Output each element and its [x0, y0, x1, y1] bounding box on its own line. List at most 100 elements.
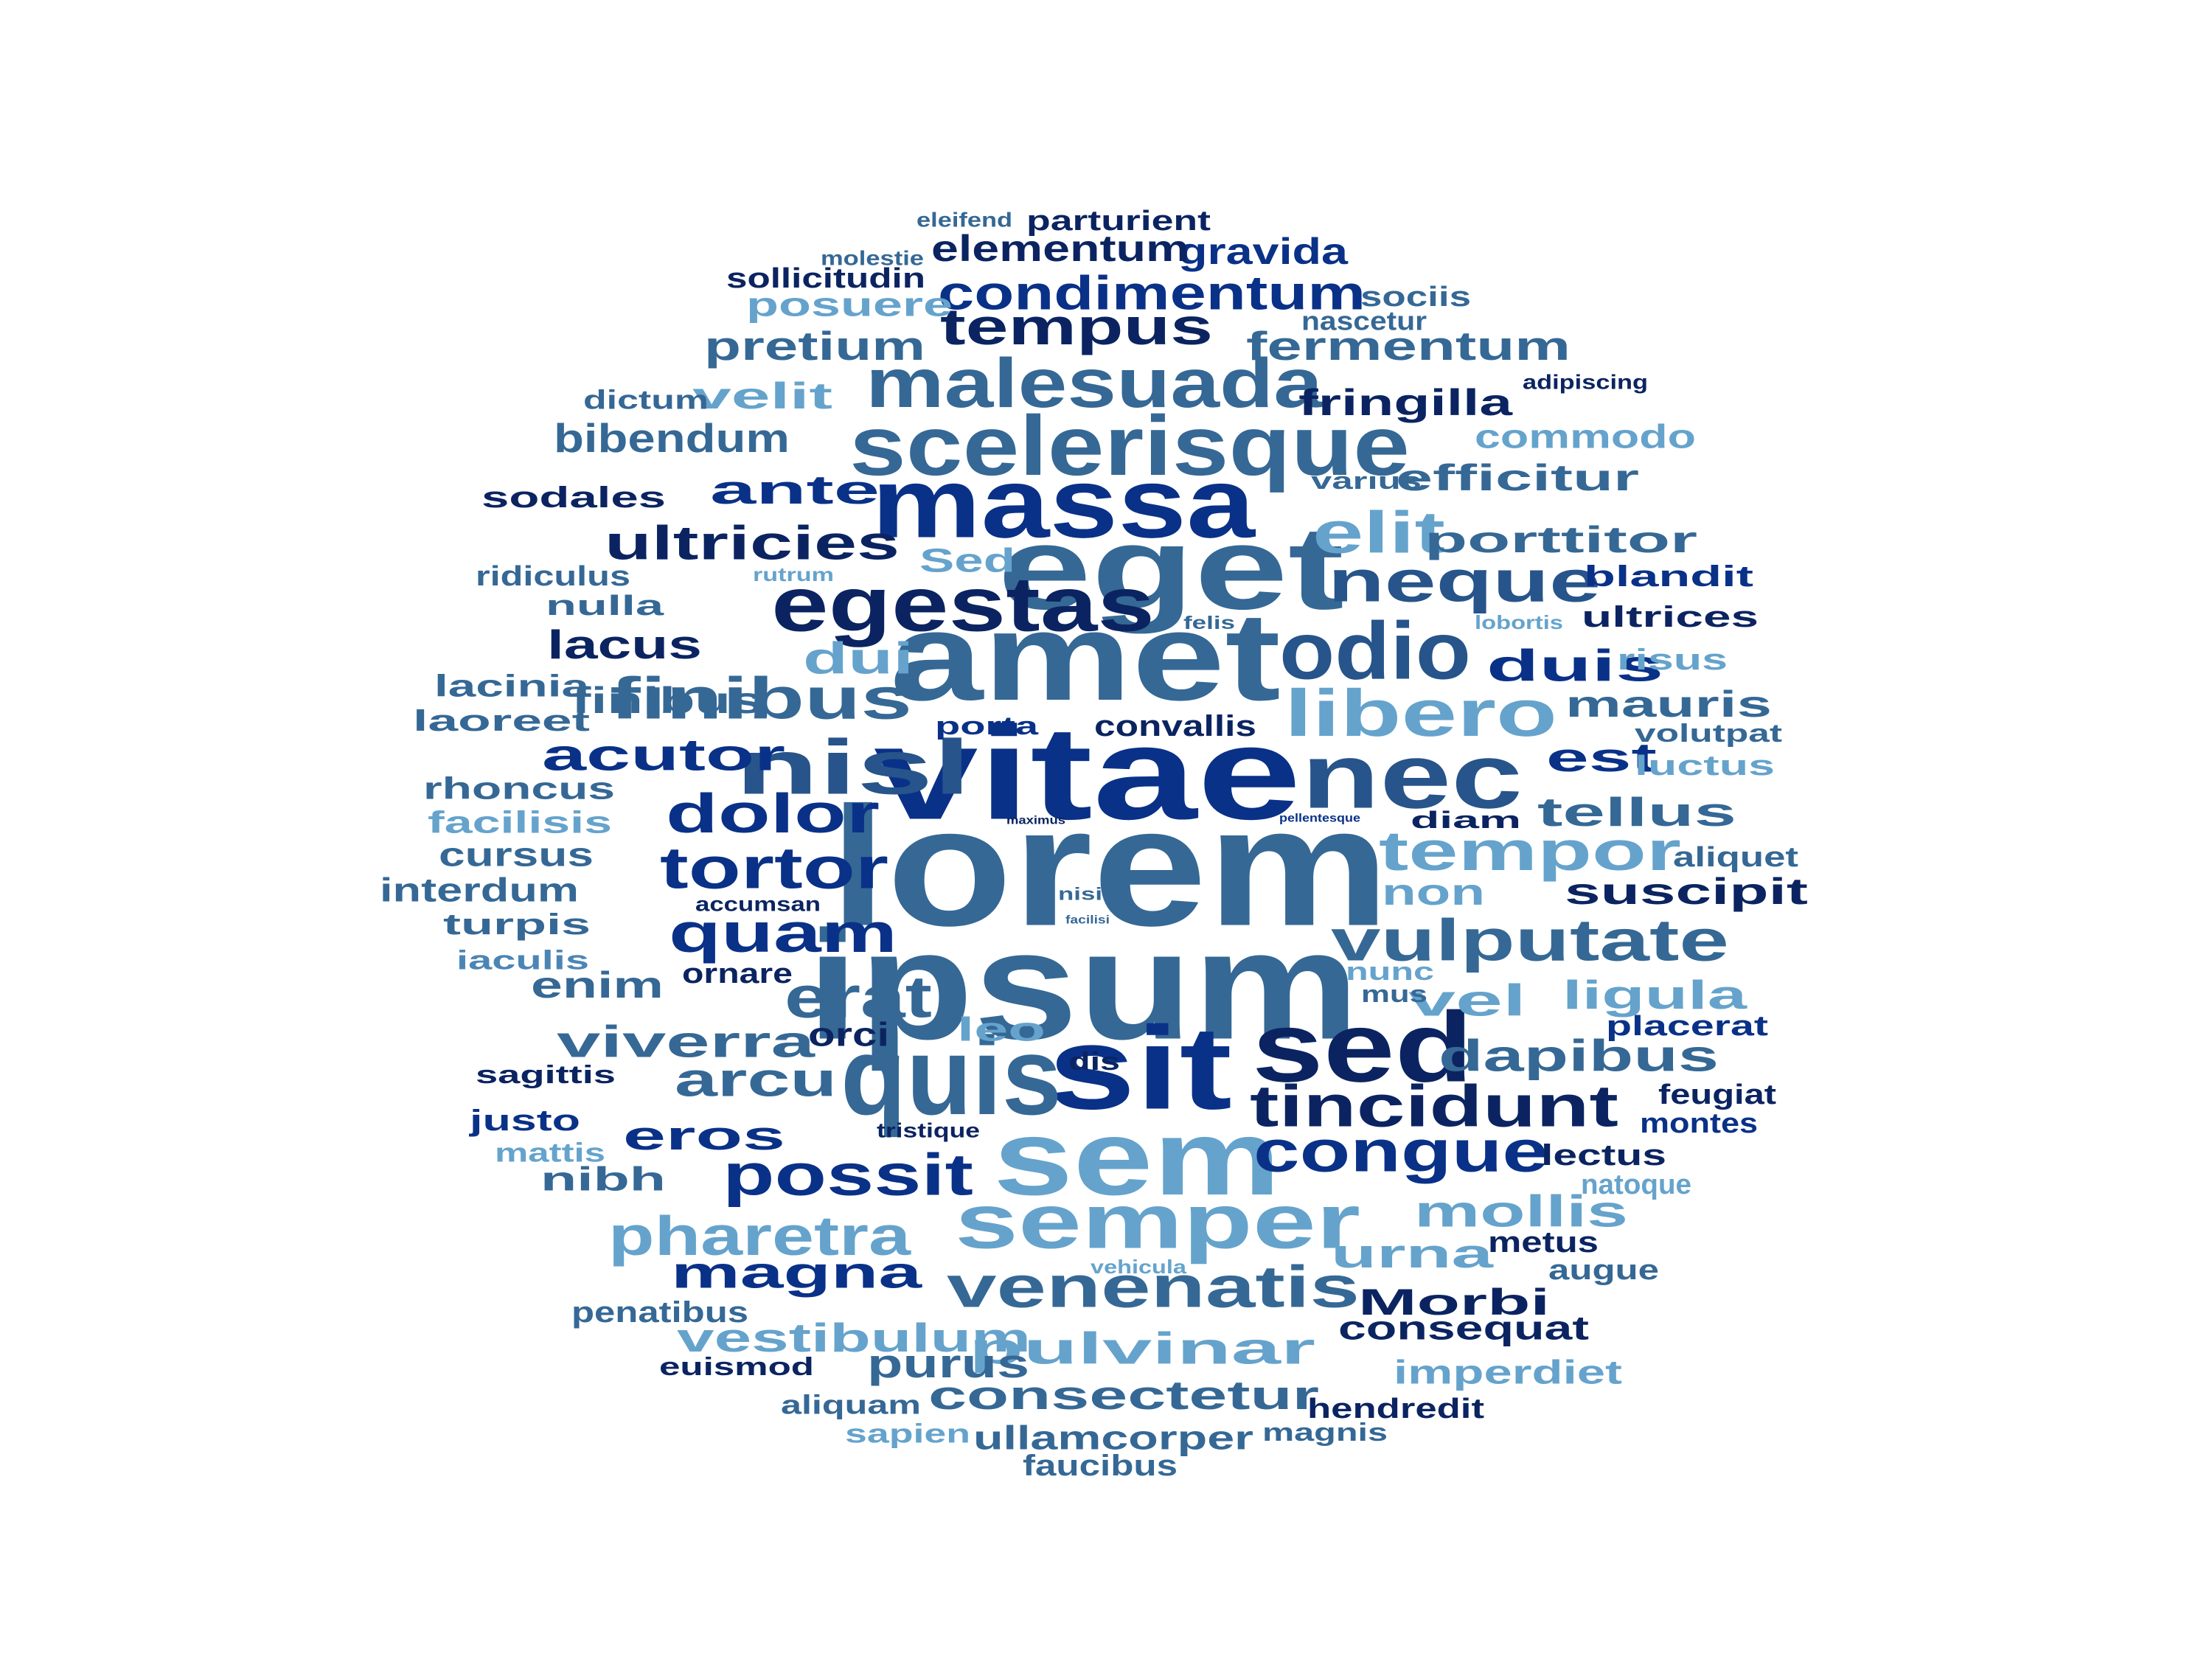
word-40: pulvinar — [969, 1324, 1315, 1374]
word-127: molestie — [821, 247, 924, 270]
word-29: erat — [785, 964, 932, 1030]
word-78: sodales — [481, 481, 666, 514]
word-70: leo — [957, 1011, 1046, 1048]
word-74: imperdiet — [1394, 1354, 1622, 1391]
word-91: turpis — [443, 908, 591, 941]
word-28: quam — [669, 902, 897, 964]
word-103: sollicitudin — [726, 263, 925, 294]
word-83: blandit — [1584, 560, 1753, 593]
word-132: felis — [1183, 613, 1235, 633]
word-89: laoreet — [413, 705, 590, 737]
word-36: arcu — [675, 1053, 837, 1107]
word-59: mauris — [1565, 684, 1772, 725]
word-24: tempor — [1379, 820, 1681, 882]
word-87: rhoncus — [423, 771, 615, 806]
word-41: consectetur — [928, 1372, 1319, 1418]
word-13: egestas — [771, 562, 1155, 648]
word-120: aliquam — [781, 1390, 921, 1420]
word-57: lacus — [547, 622, 702, 667]
word-30: dolor — [666, 782, 880, 844]
word-38: mollis — [1414, 1187, 1628, 1237]
word-19: tincidunt — [1250, 1074, 1618, 1139]
word-55: porttitor — [1425, 519, 1697, 560]
word-0: lorem — [830, 772, 1390, 961]
word-65: velit — [692, 375, 833, 417]
word-130: tristique — [877, 1119, 980, 1142]
word-122: dis — [1068, 1048, 1120, 1076]
word-15: odio — [1279, 606, 1471, 697]
word-12: semper — [955, 1179, 1360, 1265]
word-90: facilisis — [428, 805, 612, 840]
word-22: possit — [723, 1142, 973, 1208]
word-71: commodo — [1475, 418, 1696, 456]
word-96: aliquet — [1673, 842, 1798, 873]
word-63: gravida — [1178, 231, 1349, 272]
word-137: pellentesque — [1279, 813, 1360, 825]
word-79: parturient — [1026, 206, 1211, 237]
word-111: nascetur — [1301, 306, 1427, 336]
word-4: eget — [998, 502, 1344, 634]
word-3: amet — [890, 587, 1281, 727]
word-56: efficitur — [1396, 457, 1639, 498]
word-34: ultricies — [605, 516, 900, 570]
word-33: condimentum — [938, 266, 1366, 320]
word-54: urna — [1331, 1231, 1494, 1276]
word-95: placerat — [1606, 1011, 1769, 1042]
word-101: euismod — [659, 1353, 814, 1381]
word-84: lectus — [1541, 1139, 1666, 1172]
word-94: luctus — [1635, 751, 1775, 782]
word-35: acutor — [542, 731, 785, 780]
word-37: viverra — [557, 1018, 815, 1067]
word-66: Morbi — [1358, 1281, 1550, 1323]
word-112: convallis — [1094, 710, 1256, 742]
word-62: fringilla — [1298, 382, 1514, 423]
word-88: lacinia — [434, 669, 590, 703]
word-10: nec — [1301, 726, 1523, 828]
word-108: iaculis — [456, 945, 589, 975]
word-23: congue — [1253, 1119, 1548, 1184]
word-6: quis — [841, 1014, 1062, 1138]
word-110: sociis — [1360, 282, 1471, 313]
word-100: hendredit — [1307, 1394, 1484, 1425]
word-46: vel — [1408, 976, 1526, 1026]
word-80: metus — [1488, 1226, 1599, 1259]
word-126: eleifend — [917, 209, 1012, 232]
word-72: nibh — [540, 1161, 666, 1198]
word-49: pretium — [704, 323, 925, 369]
word-85: interdum — [380, 872, 579, 909]
word-117: augue — [1548, 1255, 1659, 1286]
word-98: montes — [1640, 1108, 1758, 1139]
word-106: nulla — [546, 591, 665, 622]
word-97: feugiat — [1658, 1079, 1776, 1110]
word-42: magna — [671, 1248, 922, 1298]
word-124: mus — [1361, 981, 1427, 1007]
word-5: sit — [1048, 1002, 1232, 1134]
word-45: ligula — [1562, 972, 1747, 1018]
word-136: maximus — [1006, 815, 1065, 827]
word-76: posuere — [746, 286, 953, 324]
word-135: nisi — [1058, 885, 1102, 905]
word-1: ipsum — [807, 899, 1360, 1072]
word-118: mattis — [495, 1138, 605, 1168]
word-8: sed — [1252, 992, 1473, 1103]
word-82: ultrices — [1582, 601, 1759, 633]
word-114: volutpat — [1635, 720, 1782, 748]
word-18: vulputate — [1331, 908, 1729, 973]
word-86: cursus — [439, 836, 594, 874]
word-58: purus — [867, 1340, 1029, 1386]
word-115: diam — [1411, 807, 1521, 833]
word-52: ante — [710, 467, 880, 512]
word-53: bibendum — [554, 415, 790, 461]
word-123: nunc — [1346, 958, 1434, 986]
word-129: accumsan — [695, 893, 821, 916]
word-39: dapibus — [1439, 1032, 1719, 1081]
word-109: ornare — [682, 959, 793, 990]
word-105: ridiculus — [476, 561, 630, 592]
word-51: eros — [623, 1113, 785, 1158]
word-27: tortor — [660, 835, 888, 901]
word-92: justo — [468, 1105, 580, 1137]
word-119: sapien — [845, 1419, 970, 1449]
word-73: orci — [808, 1016, 889, 1054]
